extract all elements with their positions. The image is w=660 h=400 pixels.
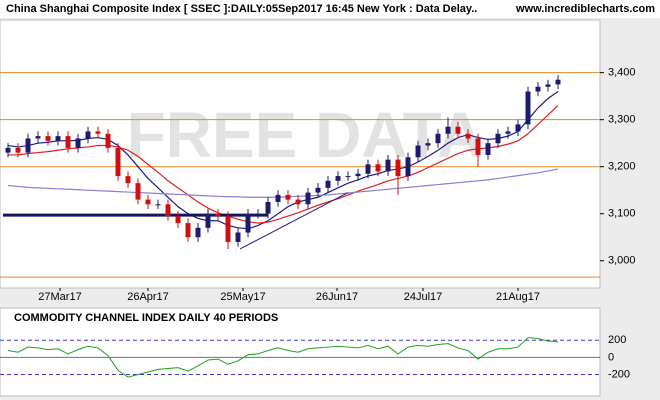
candle-body (505, 131, 511, 134)
candle-body (475, 138, 481, 155)
candle-body (255, 213, 261, 215)
candle-body (535, 86, 541, 92)
candle-body (285, 194, 291, 200)
candle-body (325, 180, 331, 188)
candle-body (485, 143, 491, 155)
chart-title: China Shanghai Composite Index [ SSEC ]:… (6, 3, 477, 15)
indicator-title: COMMODITY CHANNEL INDEX DAILY 40 PERIODS (14, 312, 278, 324)
candle-body (455, 126, 461, 134)
candle-body (245, 213, 251, 233)
candle-body (135, 183, 141, 200)
candle-body (525, 91, 531, 125)
candle-body (75, 138, 81, 148)
candle-body (5, 147, 11, 153)
candle-body (35, 136, 41, 139)
y-tick-label: 3,100 (608, 208, 636, 220)
candle-body (335, 176, 341, 181)
candle-body (545, 84, 551, 87)
candle-body (125, 176, 131, 184)
candle-body (515, 124, 521, 132)
candle-body (115, 147, 121, 177)
candle-body (195, 227, 201, 238)
candle-body (495, 133, 501, 144)
candle-body (65, 136, 71, 148)
candle-body (85, 131, 91, 139)
candle-body (95, 131, 101, 134)
candle-body (235, 232, 241, 242)
candle-body (295, 199, 301, 205)
moving-average (8, 105, 559, 224)
trendline (239, 192, 349, 250)
candle-body (265, 201, 271, 214)
candle-body (395, 159, 401, 177)
candle-body (415, 145, 421, 158)
y-tick-label: 3,000 (608, 255, 636, 267)
moving-average (7, 168, 559, 198)
candle-body (425, 143, 431, 146)
candle-body (315, 187, 321, 193)
candle-body (15, 147, 21, 153)
cci-line (7, 337, 559, 378)
candle-body (165, 204, 171, 217)
y-tick-label: 3,300 (608, 114, 636, 126)
candle-body (305, 192, 311, 205)
x-tick-label: 27Mar17 (38, 291, 81, 303)
candle-body (25, 138, 31, 153)
candle-body (465, 133, 471, 139)
candle-body (145, 199, 151, 205)
candle-body (105, 133, 111, 148)
candle-body (275, 194, 281, 202)
x-tick-label: 25May17 (220, 291, 265, 303)
candle-body (385, 159, 391, 172)
candle-body (45, 136, 51, 141)
watermark: FREE DATA (127, 99, 484, 171)
candle-body (405, 157, 411, 177)
candle-body (345, 176, 351, 178)
header-bar (0, 0, 660, 18)
indicator-tick-label: -200 (608, 368, 630, 380)
candle-body (435, 133, 441, 144)
y-tick-label: 3,400 (608, 67, 636, 79)
indicator-tick-label: 0 (608, 351, 614, 363)
candle-body (55, 136, 61, 141)
candle-body (355, 173, 361, 177)
candle-body (225, 216, 231, 242)
candle-body (205, 213, 211, 228)
candle-body (185, 223, 191, 238)
candle-body (555, 79, 561, 85)
x-tick-label: 21Aug17 (496, 291, 540, 303)
y-tick-label: 3,200 (608, 161, 636, 173)
x-tick-label: 24Jul17 (404, 291, 443, 303)
x-tick-label: 26Apr17 (127, 291, 169, 303)
candle-body (375, 164, 381, 172)
candle-body (445, 126, 451, 134)
source: www.incrediblecharts.com (515, 3, 655, 15)
price-panel (0, 19, 601, 289)
candle-body (175, 216, 181, 224)
indicator-tick-label: 200 (608, 334, 626, 346)
x-tick-label: 26Jun17 (316, 291, 358, 303)
candle-body (365, 164, 371, 174)
candle-body (155, 204, 161, 206)
candle-body (215, 213, 221, 217)
